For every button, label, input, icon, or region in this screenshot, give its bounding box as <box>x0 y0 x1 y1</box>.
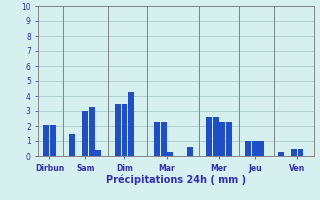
Bar <box>206 117 212 156</box>
Bar <box>69 134 75 156</box>
Bar <box>50 124 56 156</box>
Bar <box>115 104 121 156</box>
Bar <box>43 124 49 156</box>
Bar <box>213 117 219 156</box>
Bar <box>161 121 166 156</box>
Bar <box>167 152 173 156</box>
Bar <box>128 92 134 156</box>
Bar <box>83 111 88 156</box>
Bar <box>122 104 127 156</box>
Bar <box>245 141 251 156</box>
Bar <box>154 121 160 156</box>
Bar <box>278 152 284 156</box>
Bar <box>291 148 297 156</box>
Bar <box>95 150 101 156</box>
Bar <box>226 121 232 156</box>
Bar <box>298 148 303 156</box>
X-axis label: Précipitations 24h ( mm ): Précipitations 24h ( mm ) <box>106 174 246 185</box>
Bar <box>220 121 225 156</box>
Bar <box>89 106 95 156</box>
Bar <box>187 147 193 156</box>
Bar <box>252 141 258 156</box>
Bar <box>259 141 264 156</box>
